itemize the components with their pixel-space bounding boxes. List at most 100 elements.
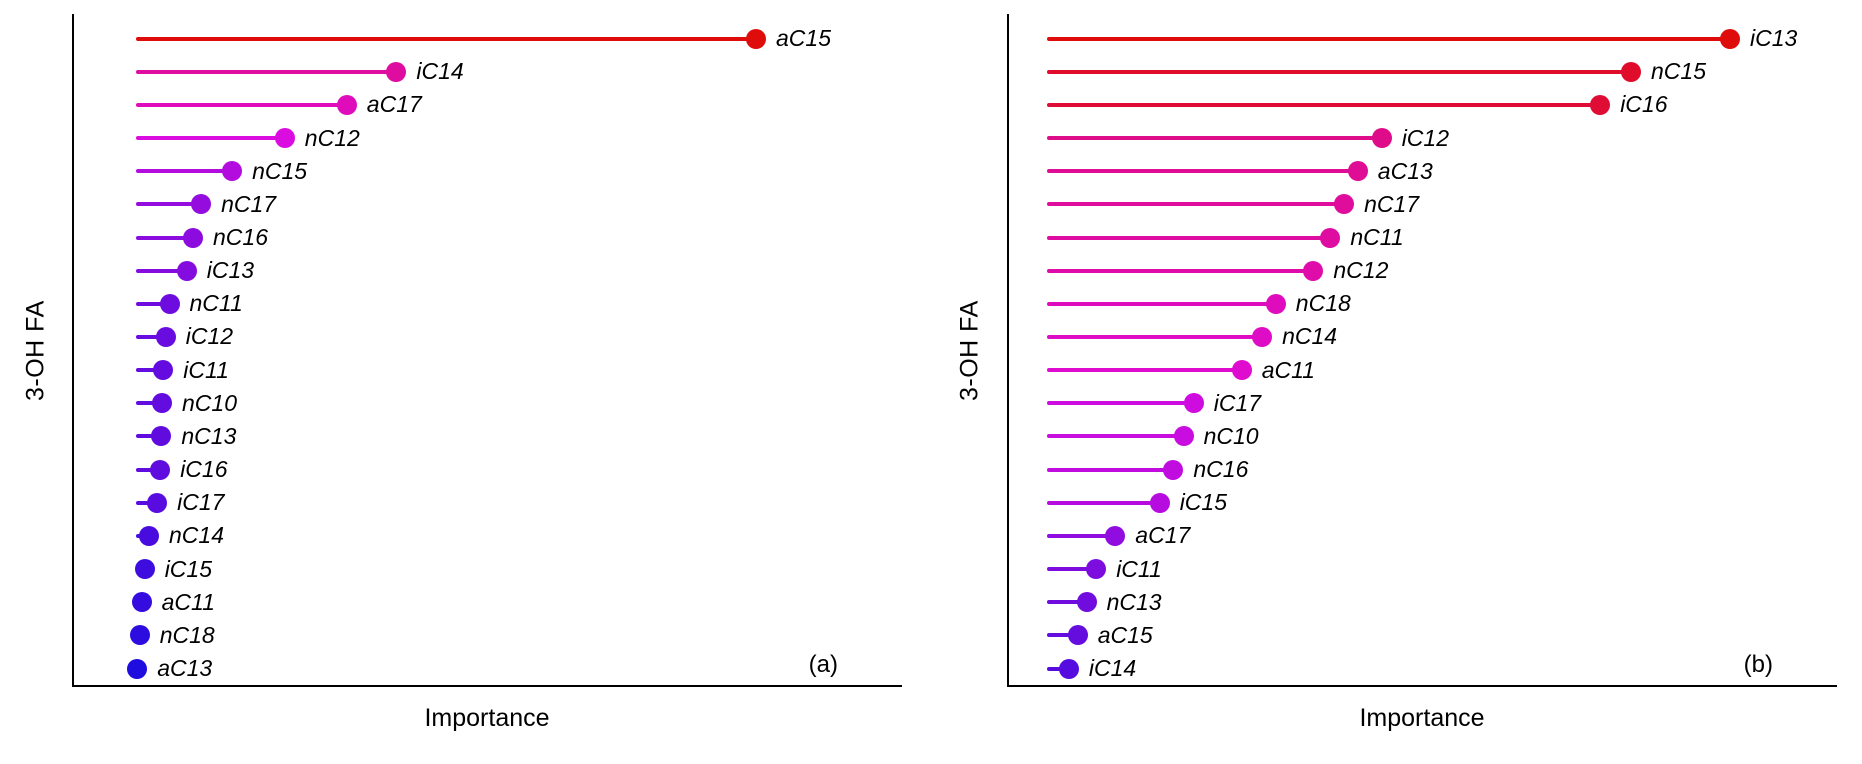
- lollipop-label: nC18: [159, 621, 215, 648]
- lollipop-stem: [136, 136, 285, 141]
- lollipop-row: iC11: [136, 354, 902, 387]
- lollipop-row: iC11: [1047, 553, 1837, 586]
- lollipop-label: iC13: [1750, 25, 1798, 52]
- lollipop-stem: [136, 334, 166, 339]
- panel-letter: (a): [808, 651, 838, 678]
- lollipop-dot: [1105, 525, 1126, 546]
- lollipop-label: aC13: [157, 655, 213, 682]
- lollipop-label: aC15: [776, 25, 831, 52]
- lollipop-dot: [183, 227, 203, 248]
- lollipop-label: nC11: [1350, 224, 1404, 251]
- lollipop-row: nC18: [129, 619, 902, 652]
- lollipop-stem: [1047, 69, 1631, 74]
- lollipop-label: nC13: [181, 422, 237, 449]
- lollipop-stem: [1047, 169, 1358, 174]
- lollipop-dot: [1183, 393, 1204, 414]
- lollipop-row: nC18: [1047, 287, 1837, 320]
- lollipop-row: nC10: [1047, 420, 1837, 453]
- plot-area: aC15 iC14 aC17 nC12 nC15 nC17 nC16 iC13 nC11 iC12…: [72, 14, 902, 687]
- lollipop-dot: [1303, 260, 1324, 281]
- lollipop-dot: [222, 161, 243, 182]
- lollipop-row: nC14: [1047, 320, 1837, 353]
- lollipop-dot: [152, 393, 172, 414]
- lollipop-row: iC14: [1047, 652, 1837, 685]
- panel-b: 3-OH FA iC13 nC15 iC16 iC12 aC13 nC17 nC11 nC12…: [933, 0, 1862, 764]
- lollipop-stem: [1047, 102, 1601, 107]
- lollipop-dot: [129, 625, 150, 646]
- lollipop-label: aC17: [1135, 522, 1191, 549]
- y-axis-label: 3-OH FA: [955, 300, 984, 401]
- lollipop-stem: [136, 69, 397, 74]
- lollipop-row: iC12: [1047, 121, 1837, 154]
- lollipop-dot: [336, 94, 357, 115]
- lollipop-stem: [1047, 136, 1382, 141]
- lollipop-dot: [153, 360, 174, 381]
- panel-b-body: 3-OH FA iC13 nC15 iC16 iC12 aC13 nC17 nC11 nC12…: [933, 14, 1862, 687]
- lollipop-label: iC17: [1213, 389, 1262, 416]
- x-axis-label-row: Importance: [1007, 687, 1837, 749]
- lollipop-dot: [1347, 161, 1368, 182]
- lollipop-stem: [136, 301, 170, 306]
- lollipop-stem: [1047, 600, 1087, 605]
- lollipop-label: nC12: [304, 124, 360, 151]
- lollipop-stem: [136, 169, 233, 174]
- lollipop-row: iC16: [136, 453, 902, 486]
- lollipop-label: nC14: [1282, 323, 1338, 350]
- lollipop-row: iC16: [1047, 88, 1837, 121]
- lollipop-label: iC16: [180, 456, 228, 483]
- lollipop-label: aC11: [1261, 356, 1315, 383]
- lollipop-row: nC15: [1047, 55, 1837, 88]
- lollipop-row: iC15: [1047, 486, 1837, 519]
- lollipop-stem: [1047, 401, 1194, 406]
- lollipop-label: nC16: [213, 224, 268, 251]
- lollipop-stem: [1047, 36, 1730, 41]
- lollipop-stem: [1047, 368, 1242, 373]
- lollipop-dot: [1320, 227, 1341, 248]
- lollipop-label: nC15: [252, 157, 308, 184]
- lollipop-label: nC13: [1106, 588, 1162, 615]
- lollipop-label: iC11: [1116, 555, 1162, 582]
- lollipop-stem: [1047, 467, 1174, 472]
- lollipop-label: aC13: [1377, 157, 1433, 184]
- lollipop-label: iC16: [1620, 91, 1668, 118]
- lollipop-stem: [136, 434, 162, 439]
- lollipop-row: iC17: [136, 486, 902, 519]
- lollipop-row: nC15: [136, 155, 902, 188]
- lollipop-dot: [1252, 326, 1273, 347]
- lollipop-row: nC16: [136, 221, 902, 254]
- lollipop-row: aC11: [1047, 354, 1837, 387]
- lollipop-stem: [136, 202, 202, 207]
- lollipop-dot: [1371, 128, 1392, 149]
- lollipop-label: aC15: [1097, 621, 1153, 648]
- lollipop-stem: [1047, 235, 1331, 240]
- lollipop-row: aC11: [131, 586, 902, 619]
- lollipop-stem: [1047, 202, 1345, 207]
- lollipop-stem: [136, 467, 161, 472]
- x-axis-label: Importance: [424, 703, 550, 732]
- lollipop-dot: [386, 61, 407, 82]
- lollipop-dot: [139, 525, 159, 546]
- lollipop-label: iC15: [164, 555, 212, 582]
- lollipop-label: iC17: [177, 489, 225, 516]
- lollipop-series: aC15 iC14 aC17 nC12 nC15 nC17 nC16 iC13 nC11 iC12…: [74, 22, 902, 685]
- lollipop-dot: [1590, 94, 1611, 115]
- lollipop-dot: [1067, 625, 1088, 646]
- lollipop-label: nC12: [1333, 257, 1389, 284]
- lollipop-stem: [1047, 434, 1184, 439]
- lollipop-series: iC13 nC15 iC16 iC12 aC13 nC17 nC11 nC12 nC18 nC14…: [1009, 22, 1837, 685]
- lollipop-stem: [1047, 268, 1314, 273]
- lollipop-stem: [1047, 334, 1263, 339]
- lollipop-label: aC11: [161, 588, 215, 615]
- lollipop-row: iC13: [136, 254, 902, 287]
- lollipop-row: aC17: [1047, 519, 1837, 552]
- lollipop-dot: [159, 293, 180, 314]
- lollipop-dot: [1173, 426, 1194, 447]
- lollipop-dot: [151, 426, 172, 447]
- lollipop-label: nC17: [221, 190, 277, 217]
- lollipop-dot: [1265, 293, 1286, 314]
- lollipop-stem: [136, 36, 756, 41]
- lollipop-stem: [1047, 500, 1160, 505]
- lollipop-row: aC13: [1047, 155, 1837, 188]
- lollipop-label: iC15: [1179, 489, 1227, 516]
